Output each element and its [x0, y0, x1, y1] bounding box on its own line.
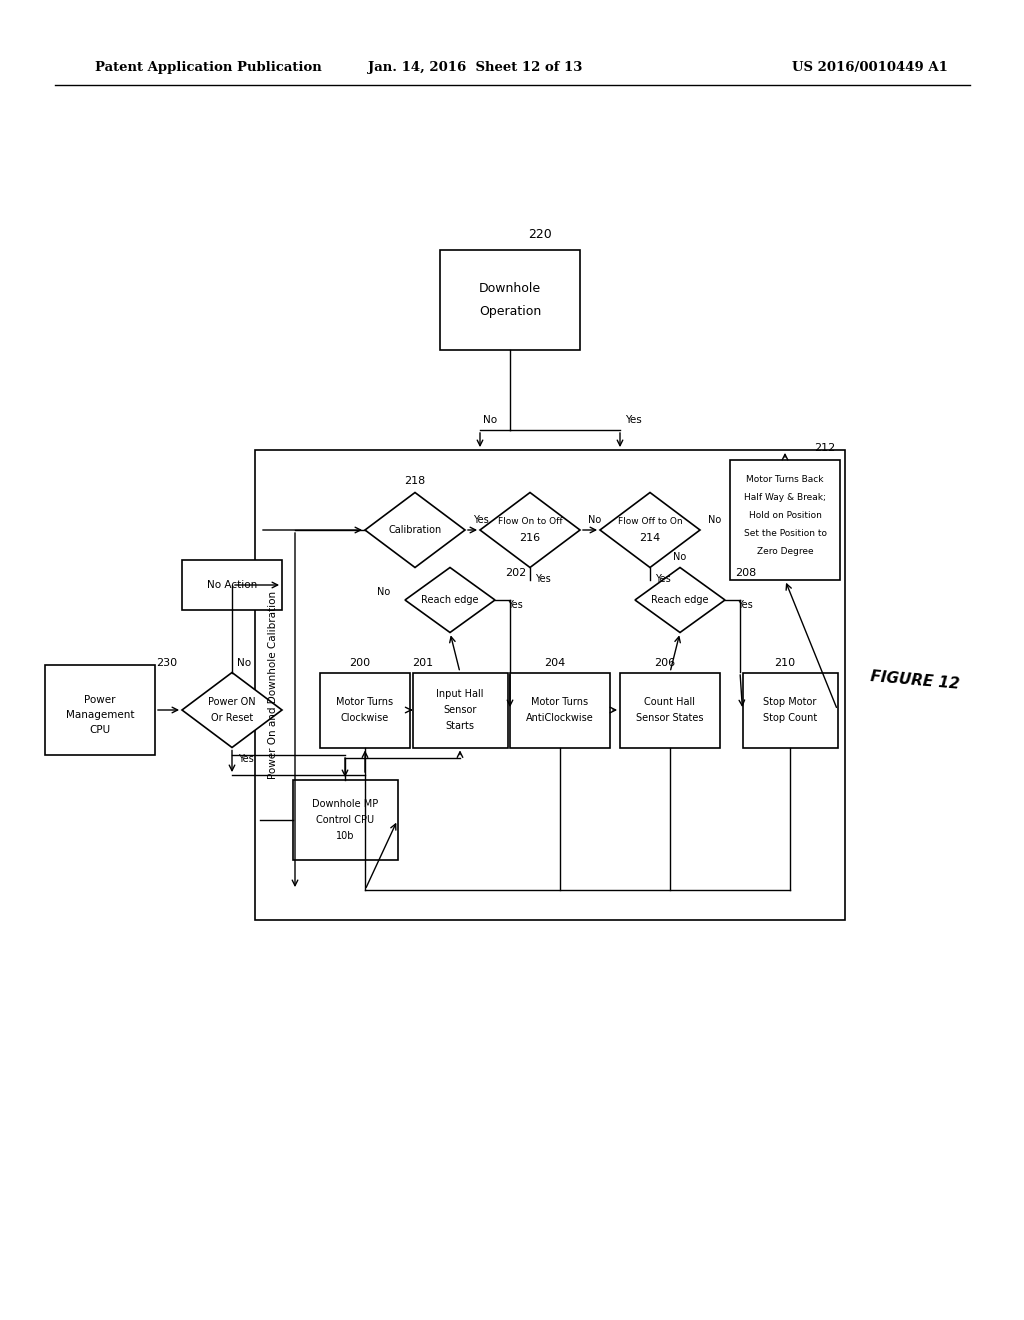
Text: FIGURE 12: FIGURE 12 [870, 669, 961, 692]
Text: 208: 208 [735, 568, 757, 578]
Text: Downhole MP: Downhole MP [312, 799, 378, 809]
Text: US 2016/0010449 A1: US 2016/0010449 A1 [792, 62, 948, 74]
Polygon shape [635, 568, 725, 632]
Text: No Action: No Action [207, 579, 257, 590]
Bar [255, 450, 845, 920]
Bar [413, 672, 508, 747]
Text: 202: 202 [505, 568, 526, 578]
Text: No: No [588, 515, 601, 525]
Text: Downhole: Downhole [479, 281, 541, 294]
Text: No: No [377, 587, 390, 597]
Text: Zero Degree: Zero Degree [757, 548, 813, 557]
Polygon shape [406, 568, 495, 632]
Text: 216: 216 [519, 533, 541, 543]
Text: Starts: Starts [445, 721, 474, 731]
Text: 201: 201 [413, 657, 433, 668]
Bar [45, 665, 155, 755]
Text: Hold on Position: Hold on Position [749, 511, 821, 520]
Bar [510, 672, 610, 747]
Text: Operation: Operation [479, 305, 541, 318]
Bar [620, 672, 720, 747]
Bar [319, 672, 410, 747]
Text: 212: 212 [814, 444, 835, 453]
Text: Management: Management [66, 710, 134, 719]
Text: Power ON: Power ON [208, 697, 256, 708]
Text: No: No [674, 553, 687, 562]
Text: Reach edge: Reach edge [651, 595, 709, 605]
Text: Sensor: Sensor [443, 705, 477, 715]
Text: 210: 210 [774, 657, 796, 668]
Text: Stop Motor: Stop Motor [763, 697, 817, 708]
Text: Motor Turns Back: Motor Turns Back [746, 475, 823, 484]
Polygon shape [480, 492, 580, 568]
Bar [182, 560, 282, 610]
Text: Flow On to Off: Flow On to Off [498, 517, 562, 527]
Text: Yes: Yes [238, 755, 254, 764]
Text: Flow Off to On: Flow Off to On [617, 517, 682, 527]
Bar [742, 672, 838, 747]
Text: 220: 220 [528, 227, 552, 240]
Text: 204: 204 [545, 657, 565, 668]
Text: No: No [483, 414, 497, 425]
Text: Motor Turns: Motor Turns [337, 697, 393, 708]
Polygon shape [365, 492, 465, 568]
Text: 206: 206 [654, 657, 676, 668]
Text: 218: 218 [404, 475, 426, 486]
Text: Input Hall: Input Hall [436, 689, 483, 700]
Text: Power: Power [84, 696, 116, 705]
Text: Jan. 14, 2016  Sheet 12 of 13: Jan. 14, 2016 Sheet 12 of 13 [368, 62, 583, 74]
Text: 230: 230 [156, 657, 177, 668]
Text: AntiClockwise: AntiClockwise [526, 713, 594, 723]
Bar [293, 780, 397, 861]
Text: Clockwise: Clockwise [341, 713, 389, 723]
Text: 10b: 10b [336, 832, 354, 841]
Bar [440, 249, 580, 350]
Text: Or Reset: Or Reset [211, 713, 253, 723]
Text: Stop Count: Stop Count [763, 713, 817, 723]
Text: No: No [237, 657, 251, 668]
Text: Yes: Yes [535, 574, 551, 585]
Text: Control CPU: Control CPU [316, 814, 374, 825]
Text: Set the Position to: Set the Position to [743, 529, 826, 539]
Text: Power On and Downhole Calibration: Power On and Downhole Calibration [268, 591, 278, 779]
Text: Reach edge: Reach edge [421, 595, 479, 605]
Text: Motor Turns: Motor Turns [531, 697, 589, 708]
Text: Yes: Yes [473, 515, 488, 525]
Text: Yes: Yes [507, 601, 522, 610]
Polygon shape [600, 492, 700, 568]
Text: CPU: CPU [89, 725, 111, 735]
Text: Yes: Yes [655, 574, 671, 585]
Text: Yes: Yes [625, 414, 642, 425]
Text: Half Way & Break;: Half Way & Break; [744, 494, 826, 503]
Text: Yes: Yes [737, 601, 753, 610]
Text: No: No [708, 515, 721, 525]
Bar [730, 459, 840, 579]
Text: Calibration: Calibration [388, 525, 441, 535]
Text: Sensor States: Sensor States [636, 713, 703, 723]
Polygon shape [182, 672, 282, 747]
Text: 214: 214 [639, 533, 660, 543]
Text: Count Hall: Count Hall [644, 697, 695, 708]
Text: 200: 200 [349, 657, 371, 668]
Text: Patent Application Publication: Patent Application Publication [95, 62, 322, 74]
